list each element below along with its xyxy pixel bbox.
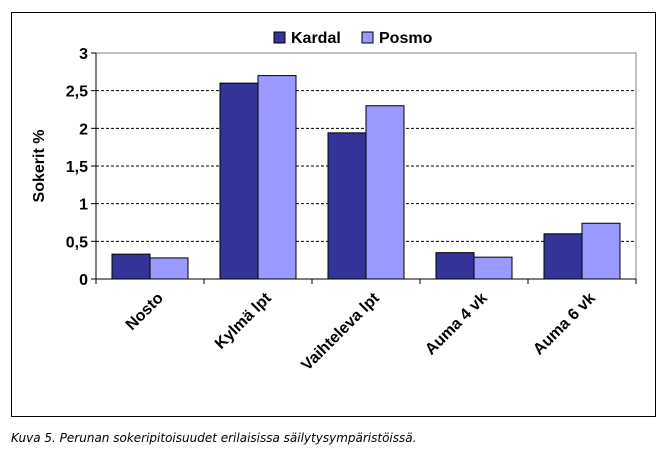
y-tick-label: 2 [79, 121, 88, 138]
y-tick-label: 0 [79, 272, 88, 289]
bar-posmo [581, 222, 621, 280]
x-tick-label: Nosto [123, 290, 167, 334]
y-tick-label: 2,5 [66, 84, 88, 101]
x-tick-label: Auma 4 vk [422, 290, 491, 359]
bar-kardal [543, 233, 583, 280]
legend-label-posmo: Posmo [379, 30, 433, 47]
bar-kardal [219, 82, 259, 280]
y-tick-label: 1 [79, 197, 88, 214]
legend-swatch-kardal [273, 31, 286, 44]
x-tick-label: Kylmä lpt [212, 289, 275, 352]
bar-posmo [365, 105, 405, 280]
axes [91, 52, 637, 284]
y-tick-label: 0,5 [66, 234, 88, 251]
bar-kardal [327, 132, 367, 280]
y-tick-label: 1,5 [66, 159, 88, 176]
bar-chart: 0 0,5 1 1,5 2 2,5 3 Nosto Kylmä lpt Vaihteleva lp… [31, 30, 637, 374]
bar-posmo [257, 75, 297, 280]
bar-posmo [473, 256, 513, 280]
y-axis-title: Sokerit % [31, 130, 48, 203]
legend: Kardal Posmo [273, 30, 433, 47]
x-tick-label: Auma 6 vk [530, 290, 599, 359]
legend-label-kardal: Kardal [291, 30, 341, 47]
legend-swatch-posmo [361, 31, 374, 44]
bar-kardal [111, 253, 151, 280]
x-tick-label: Vaihteleva lpt [298, 289, 383, 374]
bar-posmo [149, 257, 189, 280]
bars [111, 75, 621, 280]
chart-frame: 0 0,5 1 1,5 2 2,5 3 Nosto Kylmä lpt Vaihteleva lp… [11, 12, 656, 417]
bar-kardal [435, 252, 475, 280]
y-tick-label: 3 [79, 46, 88, 63]
figure-caption: Kuva 5. Perunan sokeripitoisuudet erilai… [11, 431, 417, 445]
